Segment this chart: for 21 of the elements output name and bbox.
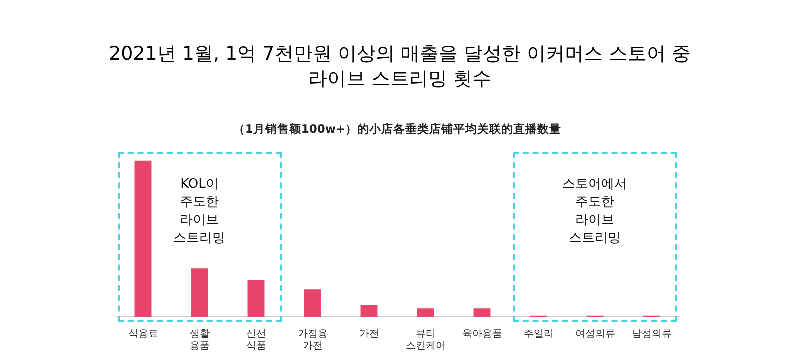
- bar: [248, 280, 265, 317]
- chart-subtitle: （1月销售额100w+）的小店各垂类店铺平均关联的直播数量: [232, 122, 563, 137]
- x-tick-label: 뷰티 스킨케어: [406, 328, 446, 352]
- x-tick-label: 주얼리: [524, 328, 554, 340]
- x-tick-label: 생활 용품: [190, 328, 210, 352]
- bar: [360, 305, 378, 317]
- bar: [417, 308, 434, 317]
- chart-title: 2021년 1월, 1억 7천만원 이상의 매출을 달성한 이커머스 스토어 중 라이브 스트리밍 횟수: [108, 42, 692, 92]
- x-tick-label: 신선 식품: [246, 328, 266, 352]
- bar: [191, 268, 208, 317]
- dashed-outline: 스토어에서 주도한 라이브 스트리밍: [513, 152, 678, 322]
- bar: [134, 160, 152, 317]
- x-tick-label: 남성의류: [632, 328, 672, 340]
- bar: [474, 308, 491, 317]
- x-tick-label: 여성의류: [575, 328, 616, 340]
- dashed-outline: KOL이 주도한 라이브 스트리밍: [118, 152, 282, 322]
- x-tick-label: 가정용 가전: [298, 328, 328, 352]
- bar: [304, 290, 322, 317]
- x-tick-label: 가전: [359, 328, 380, 340]
- x-tick-label: 육아용품: [462, 328, 502, 340]
- x-tick-label: 식용료: [128, 328, 158, 340]
